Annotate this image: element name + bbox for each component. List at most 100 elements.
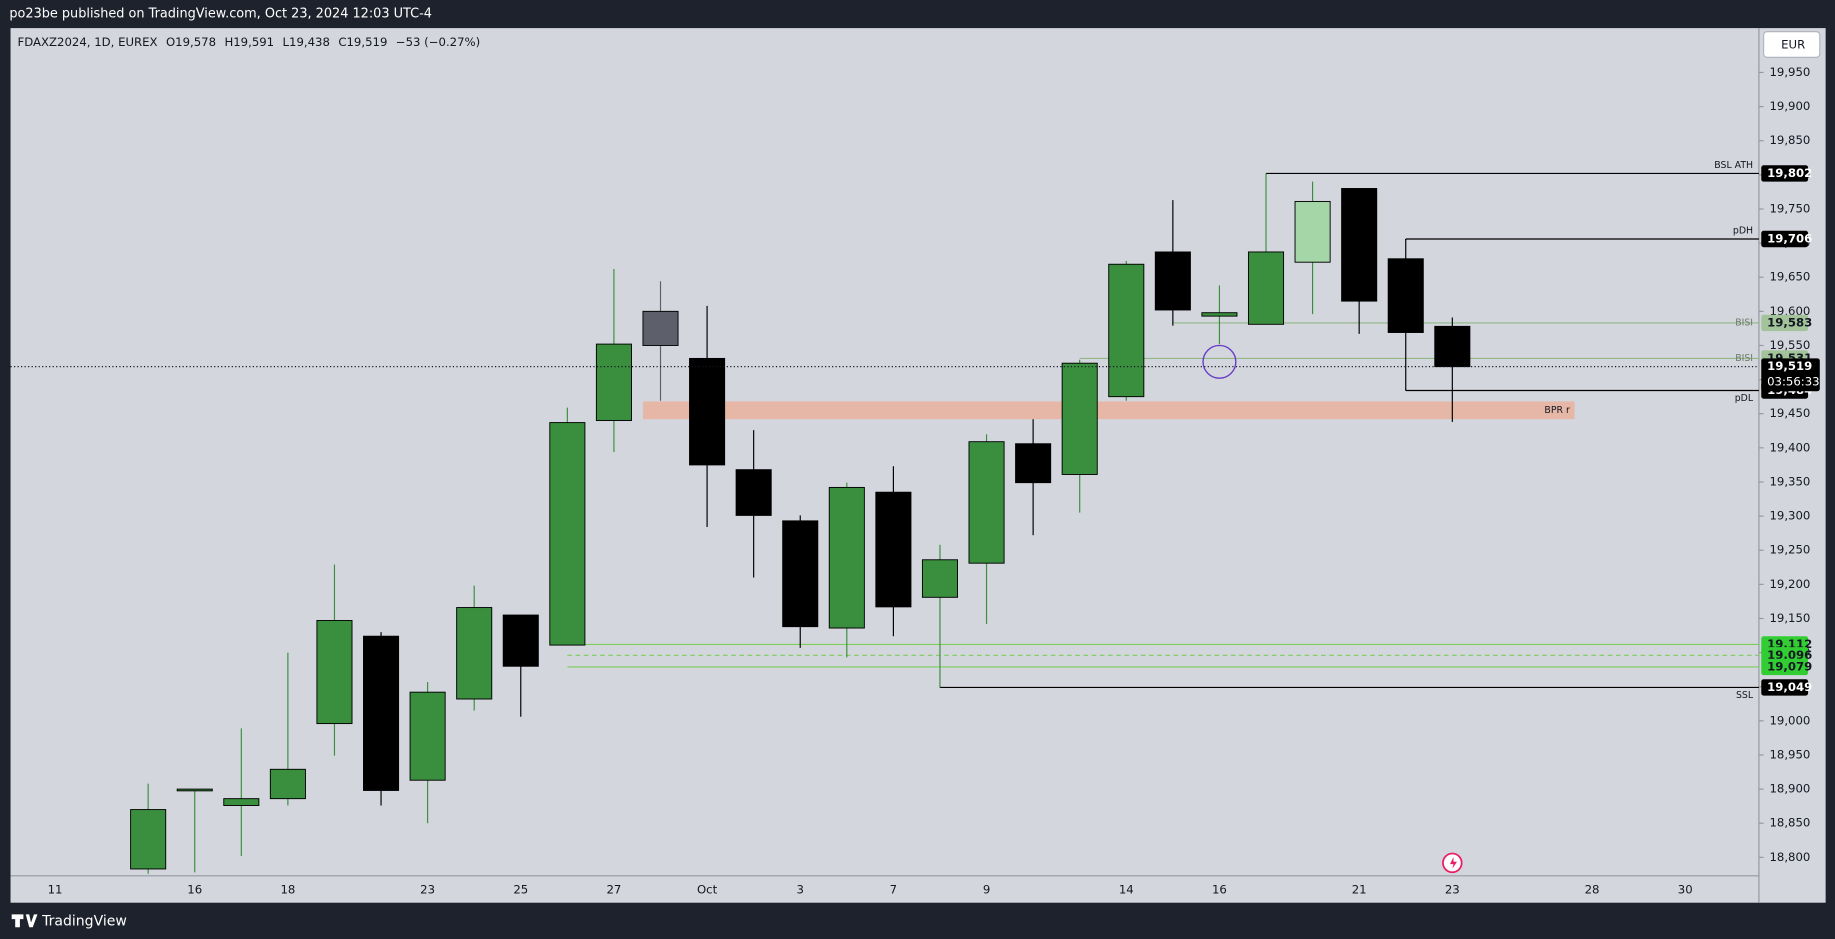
plot: 18,80018,85018,90018,95019,00019,05019,1… [10, 65, 1820, 896]
y-tick-label: 19,450 [1769, 406, 1810, 420]
x-tick-label: 9 [983, 882, 990, 896]
level-name: pDL [1735, 393, 1754, 404]
top-bar-text: po23be published on TradingView.com, Oct… [9, 7, 432, 22]
y-tick-label: 19,300 [1769, 509, 1810, 523]
x-tick-label: 25 [513, 882, 528, 896]
y-tick-label: 19,950 [1769, 65, 1810, 79]
price-tag [1761, 679, 1809, 696]
candle-body [502, 614, 539, 667]
event-icon-bolt [1449, 857, 1457, 869]
price-tag-label: 19,079 [1767, 659, 1812, 673]
candle-body [875, 491, 912, 608]
x-tick-label: 3 [797, 882, 804, 896]
y-tick-label: 18,950 [1769, 747, 1810, 761]
ohlc-low: L19,438 [283, 35, 330, 49]
x-tick-label: 16 [187, 882, 202, 896]
candle-body [1201, 312, 1238, 317]
candle-body [1341, 188, 1378, 302]
candle-body [363, 635, 400, 791]
candle-body [921, 559, 958, 598]
price-tag-label: 19,049 [1767, 680, 1812, 694]
x-tick-label: 23 [420, 882, 435, 896]
brand-logo [11, 914, 38, 928]
price-tag-label: 19,096 [1767, 648, 1812, 662]
zone [642, 401, 1575, 420]
candle-body [1247, 251, 1285, 325]
candle-body [595, 343, 632, 422]
x-tick-label: 16 [1212, 882, 1227, 896]
level-name: BISI [1735, 317, 1753, 328]
ohlc-close: C19,519 [338, 35, 387, 49]
candle-body [642, 310, 679, 346]
y-tick-label: 18,800 [1769, 850, 1810, 864]
currency-label[interactable]: EUR [1781, 38, 1805, 52]
level-name: BISI [1735, 353, 1753, 364]
candle-body [828, 486, 865, 629]
y-tick-label: 19,200 [1769, 577, 1810, 591]
candle-body [549, 422, 586, 646]
candle-body [1015, 443, 1052, 484]
symbol-header: FDAXZ2024, 1D, EUREX O19,578 H19,591 L19… [18, 35, 481, 49]
x-tick-label: Oct [697, 882, 718, 896]
candle-body [1061, 362, 1098, 475]
currency-button[interactable] [1763, 31, 1821, 58]
y-tick-label: 19,850 [1769, 133, 1810, 147]
y-tick-label: 19,900 [1769, 99, 1810, 113]
x-tick-label: 18 [280, 882, 295, 896]
candle-body [735, 469, 772, 516]
candle-body [968, 441, 1005, 564]
price-tag [1761, 165, 1809, 182]
price-tag [1761, 314, 1809, 332]
last-price-label: 19,519 [1767, 359, 1812, 373]
y-tick-label: 18,900 [1769, 782, 1810, 796]
candle-body [130, 809, 167, 870]
candle-body [269, 768, 306, 800]
y-tick-label: 19,650 [1769, 270, 1810, 284]
candle-body [223, 798, 260, 806]
last-price-tag [1761, 358, 1820, 392]
countdown: 03:56:33 [1767, 374, 1819, 388]
x-tick-label: 28 [1585, 882, 1600, 896]
candle-body [689, 357, 726, 466]
x-tick-label: 27 [606, 882, 621, 896]
candle-body [1387, 258, 1424, 333]
candle-body [176, 788, 213, 792]
candle-body [1108, 263, 1145, 398]
annotation-circle [1202, 344, 1237, 379]
price-tag-label: 19,583 [1767, 315, 1812, 329]
ohlc-high: H19,591 [224, 35, 274, 49]
price-tag-label: 19,802 [1767, 166, 1812, 180]
price-tag-label: 19,706 [1767, 231, 1812, 245]
x-tick-label: 23 [1445, 882, 1460, 896]
y-tick-label: 19,600 [1769, 304, 1810, 318]
level-name: BSL ATH [1714, 160, 1753, 171]
ohlc-open: O19,578 [166, 35, 216, 49]
zone-label: BPR r [1544, 405, 1570, 416]
candle-body [316, 620, 353, 725]
y-tick-label: 19,000 [1769, 713, 1810, 727]
price-tag [1761, 230, 1809, 248]
y-tick-label: 19,550 [1769, 338, 1810, 352]
candle-body [1154, 251, 1191, 311]
brand-name: TradingView [41, 913, 127, 929]
y-tick-label: 18,850 [1769, 816, 1810, 830]
y-tick-label: 19,150 [1769, 611, 1810, 625]
level-name: SSL [1736, 690, 1754, 701]
y-tick-label: 19,350 [1769, 474, 1810, 488]
x-tick-label: 14 [1119, 882, 1134, 896]
ohlc-change: −53 (−0.27%) [396, 35, 480, 49]
price-tag [1761, 658, 1809, 676]
level-name: pDH [1733, 225, 1753, 236]
y-tick-label: 19,250 [1769, 543, 1810, 557]
candle-body [782, 520, 819, 628]
x-tick-label: 30 [1678, 882, 1693, 896]
x-tick-label: 7 [890, 882, 897, 896]
candle-body [1294, 200, 1331, 263]
x-tick-label: 21 [1352, 882, 1367, 896]
candle-body [409, 691, 446, 781]
candle-body [456, 607, 493, 700]
candle-body [1434, 325, 1471, 368]
y-tick-label: 19,400 [1769, 440, 1810, 454]
